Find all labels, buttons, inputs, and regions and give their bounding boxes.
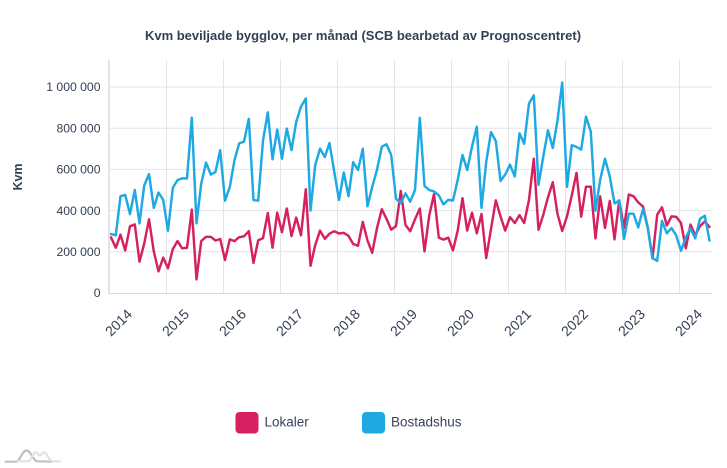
svg-text:200 000: 200 000 xyxy=(56,245,100,259)
svg-text:Bostadshus: Bostadshus xyxy=(391,415,462,430)
svg-text:1 000 000: 1 000 000 xyxy=(46,80,100,94)
svg-text:Kvm beviljade bygglov, per mån: Kvm beviljade bygglov, per månad (SCB be… xyxy=(145,28,581,43)
svg-text:0: 0 xyxy=(94,286,101,300)
svg-text:Kvm: Kvm xyxy=(11,163,25,190)
svg-text:800 000: 800 000 xyxy=(56,121,100,135)
svg-text:Lokaler: Lokaler xyxy=(265,415,310,430)
svg-text:400 000: 400 000 xyxy=(56,204,100,218)
svg-text:600 000: 600 000 xyxy=(56,163,100,177)
